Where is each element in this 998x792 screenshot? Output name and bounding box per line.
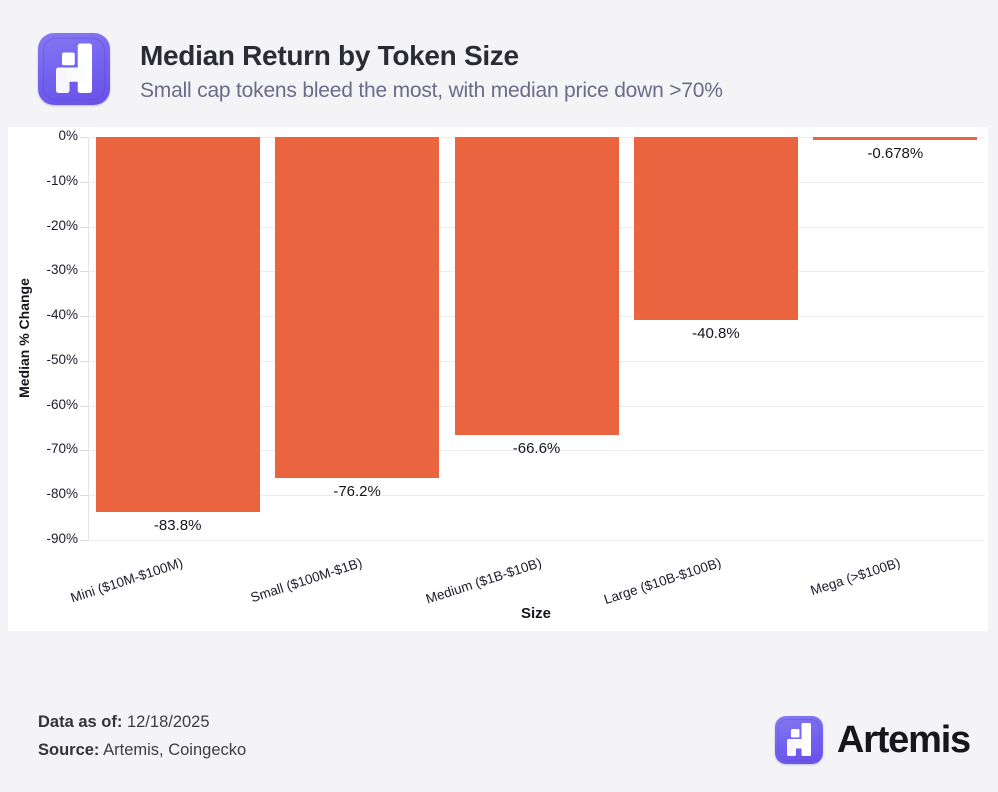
x-tick-label: Medium ($1B-$10B)	[423, 555, 544, 607]
y-tick-label: -80%	[46, 486, 78, 502]
x-tick-label: Mini ($10M-$100M)	[68, 555, 185, 606]
brand-lockup: Artemis	[774, 714, 971, 766]
x-tick-label: Large ($10B-$100B)	[601, 555, 723, 608]
y-axis-tick	[80, 226, 88, 228]
x-tick-label: Mega (>$100B)	[808, 555, 902, 599]
gridline	[88, 540, 985, 541]
bar-value-label: -0.678%	[867, 145, 924, 163]
y-axis-tick	[80, 405, 88, 407]
y-axis-tick	[80, 316, 88, 318]
page-title: Median Return by Token Size	[140, 40, 519, 71]
bar-value-label: -76.2%	[333, 483, 381, 501]
bar-value-label: -66.6%	[512, 440, 561, 458]
y-tick-label: -40%	[46, 307, 78, 323]
y-tick-label: -30%	[46, 262, 78, 278]
data-as-of-value: 12/18/2025	[126, 713, 210, 731]
y-axis-tick	[80, 137, 88, 138]
y-tick-label: 0%	[58, 128, 78, 143]
source-value: Artemis, Coingecko	[103, 741, 247, 759]
y-axis-title: Median % Change	[16, 278, 32, 398]
bar	[275, 137, 440, 479]
data-as-of-label: Data as of:	[38, 713, 123, 731]
y-axis-tick	[80, 271, 88, 273]
bar	[454, 137, 619, 436]
header: Median Return by Token Size Small cap to…	[0, 0, 998, 127]
bar	[95, 137, 260, 513]
bar	[813, 137, 978, 141]
y-tick-label: -70%	[46, 441, 78, 457]
page-subtitle: Small cap tokens bleed the most, with me…	[140, 79, 723, 102]
brand-name: Artemis	[836, 718, 971, 761]
gridline	[88, 495, 985, 497]
y-tick-label: -90%	[46, 531, 78, 546]
gridline	[88, 450, 985, 452]
bar	[633, 137, 798, 320]
y-axis-tick	[80, 360, 88, 362]
y-tick-label: -60%	[46, 396, 78, 412]
source-line: Source: Artemis, Coingecko	[38, 741, 246, 760]
y-axis-tick	[80, 540, 88, 541]
x-axis-title: Size	[520, 605, 552, 622]
y-axis-tick	[80, 181, 88, 183]
y-tick-label: -10%	[46, 172, 78, 188]
artemis-logo-icon	[774, 716, 823, 764]
y-axis-tick	[80, 495, 88, 497]
x-tick-label: Small ($100M-$1B)	[248, 555, 364, 606]
data-as-of-line: Data as of: 12/18/2025	[38, 713, 210, 732]
source-label: Source:	[38, 741, 100, 759]
y-tick-label: -50%	[46, 351, 78, 367]
y-tick-label: -20%	[46, 217, 78, 233]
chart-panel: Median % Change Size 0% -10% -20% -30% -40% -…	[8, 127, 988, 631]
bar-value-label: -40.8%	[692, 324, 740, 342]
y-axis-line	[88, 137, 89, 540]
artemis-logo-icon	[38, 33, 110, 105]
bar-value-label: -83.8%	[153, 517, 202, 535]
y-axis-tick	[80, 450, 88, 452]
